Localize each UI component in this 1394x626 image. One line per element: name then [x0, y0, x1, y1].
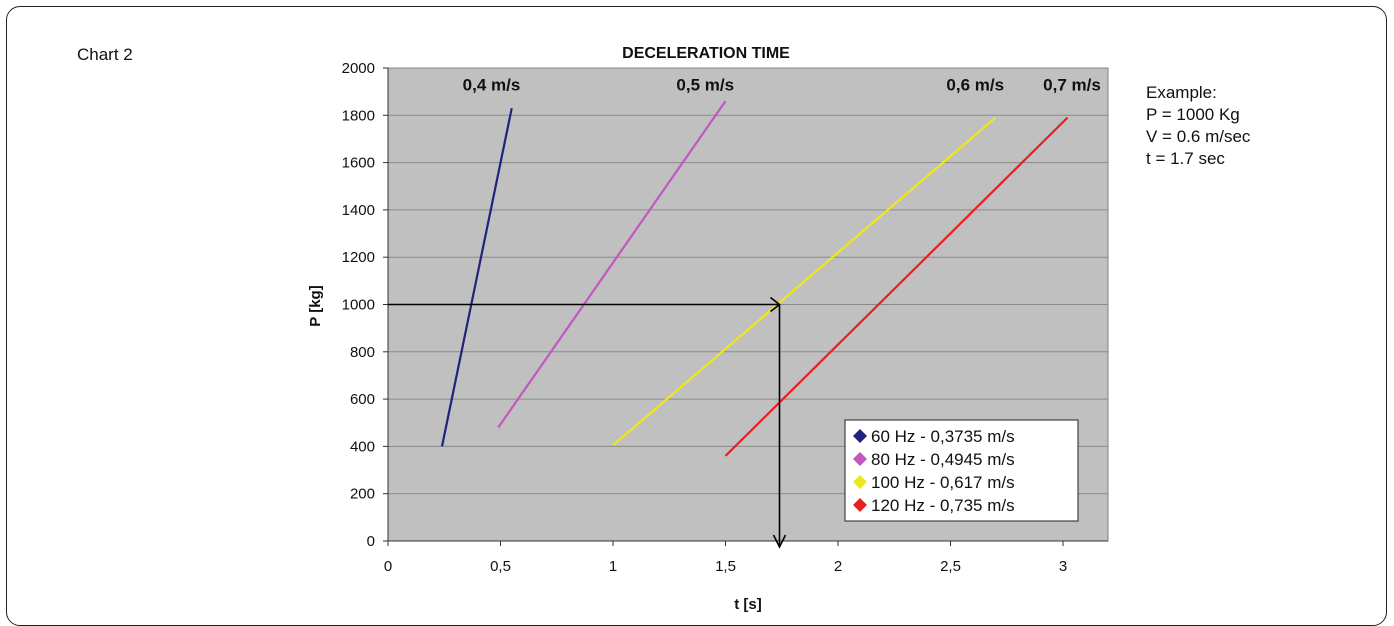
- speed-label: 0,4 m/s: [463, 76, 521, 95]
- series-line: [724, 116, 1069, 457]
- y-tick-label: 800: [350, 344, 375, 361]
- legend-entry: 100 Hz - 0,617 m/s: [871, 473, 1015, 492]
- x-axis-title: t [s]: [734, 596, 762, 613]
- speed-label: 0,6 m/s: [946, 76, 1004, 95]
- example-line-p: P = 1000 Kg: [1146, 105, 1240, 124]
- legend-marker: [853, 475, 867, 489]
- example-line-v: V = 0.6 m/sec: [1146, 127, 1251, 146]
- y-tick-label: 1600: [342, 155, 375, 172]
- y-tick-label: 1400: [342, 202, 375, 219]
- series-line: [612, 116, 997, 447]
- annotation-arrowhead-down: [772, 534, 787, 549]
- x-tick-label: 1,5: [715, 558, 736, 575]
- speed-label: 0,5 m/s: [676, 76, 734, 95]
- series-line: [440, 107, 513, 447]
- legend-entry: 60 Hz - 0,3735 m/s: [871, 427, 1015, 446]
- deceleration-chart: DECELERATION TIME t [s] P [kg] 0 200 400 60…: [307, 45, 1109, 613]
- example-box: Example: P = 1000 Kg V = 0.6 m/sec t = 1…: [1146, 82, 1250, 170]
- legend-marker: [853, 429, 867, 443]
- speed-label: 0,7 m/s: [1043, 76, 1101, 95]
- chart-title: DECELERATION TIME: [622, 45, 790, 62]
- y-tick-label: 0: [367, 533, 375, 550]
- y-tick-label: 1000: [342, 297, 375, 314]
- legend-box: [844, 419, 1079, 522]
- x-tick-label: 2,5: [940, 558, 961, 575]
- series-line: [497, 100, 727, 429]
- legend-marker: [853, 452, 867, 466]
- chart-caption: Chart 2: [77, 45, 133, 64]
- y-tick-label: 400: [350, 438, 375, 455]
- example-heading: Example:: [1146, 83, 1217, 102]
- legend-entry: 80 Hz - 0,4945 m/s: [871, 450, 1015, 469]
- y-tick-label: 1200: [342, 249, 375, 266]
- legend-marker: [853, 498, 867, 512]
- example-line-t: t = 1.7 sec: [1146, 149, 1225, 168]
- y-tick-label: 2000: [342, 60, 375, 77]
- y-axis-title: P [kg]: [307, 285, 324, 326]
- x-tick-label: 3: [1059, 558, 1067, 575]
- x-tick-label: 1: [609, 558, 617, 575]
- x-tick-label: 0,5: [490, 558, 511, 575]
- y-tick-label: 1800: [342, 107, 375, 124]
- y-tick-label: 200: [350, 486, 375, 503]
- x-tick-label: 2: [834, 558, 842, 575]
- x-tick-label: 0: [384, 558, 392, 575]
- legend-entry: 120 Hz - 0,735 m/s: [871, 496, 1015, 515]
- y-tick-label: 600: [350, 391, 375, 408]
